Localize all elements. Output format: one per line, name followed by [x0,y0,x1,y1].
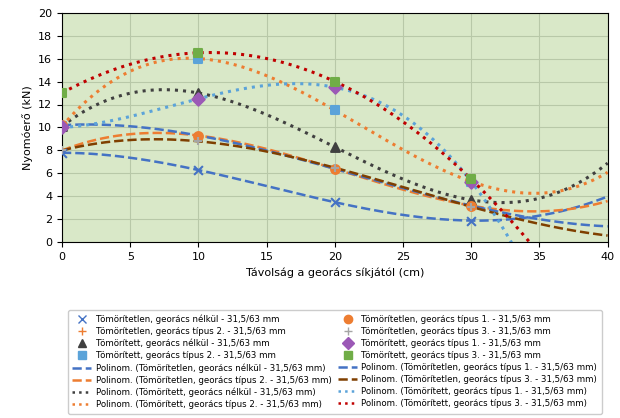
Point [330,166,340,172]
Point [57,147,67,154]
Point [57,150,67,156]
Point [57,147,67,154]
Point [466,178,476,185]
Point [193,132,203,139]
Point [330,78,340,85]
Point [330,199,340,206]
Point [466,217,476,224]
Point [193,132,203,139]
Point [466,196,476,203]
Point [330,164,340,171]
Point [466,178,476,185]
Point [330,166,340,172]
Point [193,90,203,97]
Point [57,124,67,131]
Point [330,84,340,91]
Point [193,49,203,56]
Legend: Tömörítetlen, georács nélkül - 31,5/63 mm, Tömörítetlen, georács típus 2. - 31,5: Tömörítetlen, georács nélkül - 31,5/63 m… [68,310,601,414]
Point [330,144,340,150]
X-axis label: Távolság a georács síkjától (cm): Távolság a georács síkjától (cm) [246,268,424,278]
Point [193,167,203,173]
Y-axis label: Nyomóerő (kN): Nyomóerő (kN) [22,85,33,170]
Point [57,90,67,97]
Point [466,202,476,209]
Point [330,107,340,114]
Point [466,202,476,209]
Point [193,95,203,102]
Point [57,123,67,130]
Point [57,123,67,130]
Point [57,122,67,129]
Point [193,55,203,62]
Point [466,204,476,210]
Point [193,138,203,145]
Point [466,176,476,183]
